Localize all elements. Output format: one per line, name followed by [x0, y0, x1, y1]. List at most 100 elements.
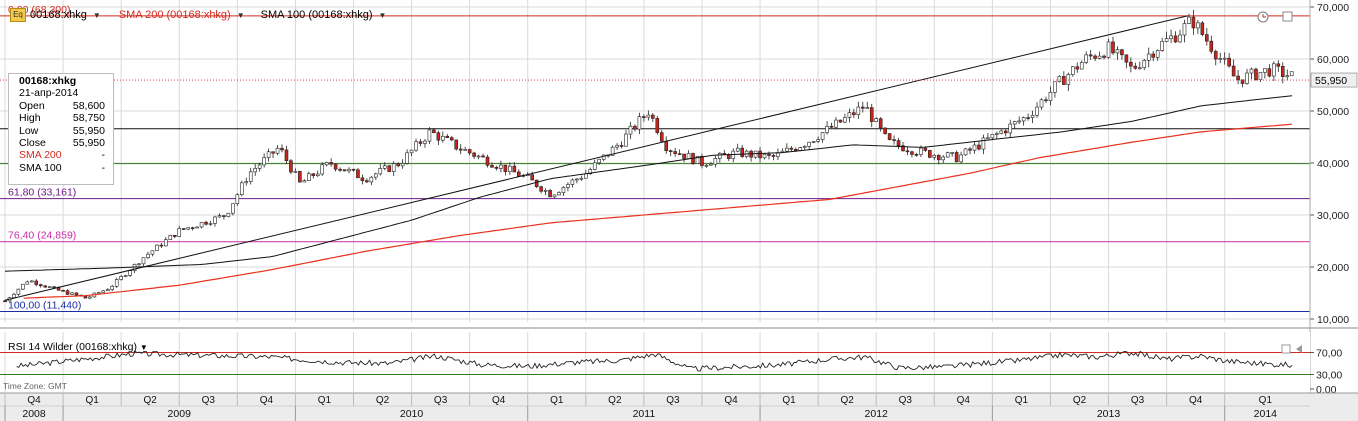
candle-body	[825, 125, 829, 133]
candle-body	[883, 127, 887, 134]
candle	[414, 138, 418, 152]
candle-body	[222, 215, 226, 217]
candle	[378, 164, 383, 176]
candle	[25, 280, 30, 285]
rsi-restore-icon[interactable]	[1281, 344, 1291, 354]
candle-body	[673, 151, 677, 154]
sma200-legend[interactable]: SMA 200 (00168:xhkg)	[118, 9, 231, 21]
candle	[668, 149, 673, 157]
rsi-panel[interactable]	[0, 332, 1310, 392]
candle-body	[1106, 41, 1111, 58]
candle-body	[928, 150, 932, 158]
candle-body	[378, 168, 383, 175]
candle	[231, 203, 235, 216]
candle	[307, 171, 311, 181]
candle	[476, 154, 481, 160]
rsi-legend[interactable]: RSI 14 Wilder (00168:xhkg) ▼	[8, 341, 148, 353]
candle	[700, 153, 704, 169]
candle-body	[990, 134, 995, 139]
candle	[217, 213, 222, 218]
candle	[262, 153, 266, 168]
sma100-legend[interactable]: SMA 100 (00168:xhkg)	[260, 9, 373, 21]
year-label: 2013	[1097, 408, 1121, 420]
candle	[204, 220, 208, 226]
candle-body	[865, 107, 870, 109]
candle	[945, 151, 950, 158]
candle-body	[449, 137, 454, 141]
candle	[1173, 31, 1178, 43]
rsi-tick-label: 30,00	[1316, 370, 1342, 382]
candle-body	[226, 212, 231, 217]
trendline[interactable]	[4, 15, 1188, 301]
candle	[977, 141, 981, 151]
candle	[494, 165, 499, 171]
candle-body	[829, 125, 834, 128]
candle	[445, 133, 450, 139]
candle	[646, 110, 651, 121]
quarter-label: Q4	[1189, 395, 1203, 406]
candle	[508, 162, 512, 176]
candle	[436, 130, 441, 146]
candle-body	[1196, 22, 1200, 29]
candle	[222, 215, 226, 220]
candle	[195, 226, 199, 229]
candle-body	[423, 140, 427, 144]
candle-body	[1066, 74, 1071, 85]
price-panel[interactable]	[0, 0, 1310, 322]
candle	[785, 143, 789, 152]
candle	[1021, 116, 1026, 126]
rsi-dropdown-icon[interactable]: ▼	[139, 343, 148, 352]
sma100-dropdown-icon[interactable]: ▼	[378, 10, 387, 20]
candle-body	[1218, 58, 1223, 60]
rsi-collapse-icon[interactable]	[1296, 345, 1302, 353]
candle-body	[1187, 16, 1191, 24]
candle	[186, 227, 190, 231]
candle-body	[726, 154, 731, 159]
sma100-value: -	[101, 161, 106, 174]
candle	[820, 132, 825, 143]
candle-body	[575, 178, 579, 181]
candle	[1048, 86, 1053, 106]
candle-body	[490, 165, 494, 168]
candle-body	[150, 250, 155, 255]
candle	[592, 159, 597, 171]
candle-body	[843, 117, 847, 123]
candle	[257, 162, 262, 172]
candle-body	[1236, 75, 1240, 81]
candle-body	[485, 156, 490, 166]
candle	[534, 179, 539, 189]
fib-label: 76,40 (24,859)	[8, 230, 76, 242]
candle-body	[1173, 35, 1178, 43]
symbol-dropdown-icon[interactable]: ▼	[92, 10, 101, 20]
candle	[887, 132, 892, 141]
candle	[673, 147, 677, 157]
candle-body	[405, 152, 409, 164]
candle	[990, 134, 995, 140]
rsi-label[interactable]: RSI 14 Wilder (00168:xhkg)	[8, 341, 137, 353]
candle	[910, 150, 914, 158]
candle-body	[1093, 55, 1097, 59]
restore-icon[interactable]	[1282, 11, 1293, 22]
clock-icon[interactable]	[1257, 11, 1269, 23]
equity-icon[interactable]: Eq	[10, 8, 26, 22]
fib-label: 100,00 (11,440)	[8, 300, 81, 312]
candle	[637, 112, 642, 135]
symbol-label[interactable]: 00168:xhkg	[30, 9, 87, 21]
candle-body	[718, 153, 722, 159]
candle-body	[1200, 22, 1205, 35]
candle-body	[333, 163, 338, 170]
candle	[356, 168, 360, 179]
candle-body	[110, 285, 115, 290]
candle	[869, 103, 874, 128]
quarter-label: Q1	[1259, 395, 1273, 406]
candle-body	[409, 149, 414, 154]
candle	[244, 177, 249, 186]
candle	[159, 243, 164, 248]
sma200-dropdown-icon[interactable]: ▼	[236, 10, 245, 20]
candle	[1218, 52, 1223, 64]
y-tick-label: 40,000	[1317, 158, 1349, 170]
candle-body	[445, 135, 450, 138]
year-label: 2011	[633, 408, 656, 420]
candle	[16, 288, 21, 296]
